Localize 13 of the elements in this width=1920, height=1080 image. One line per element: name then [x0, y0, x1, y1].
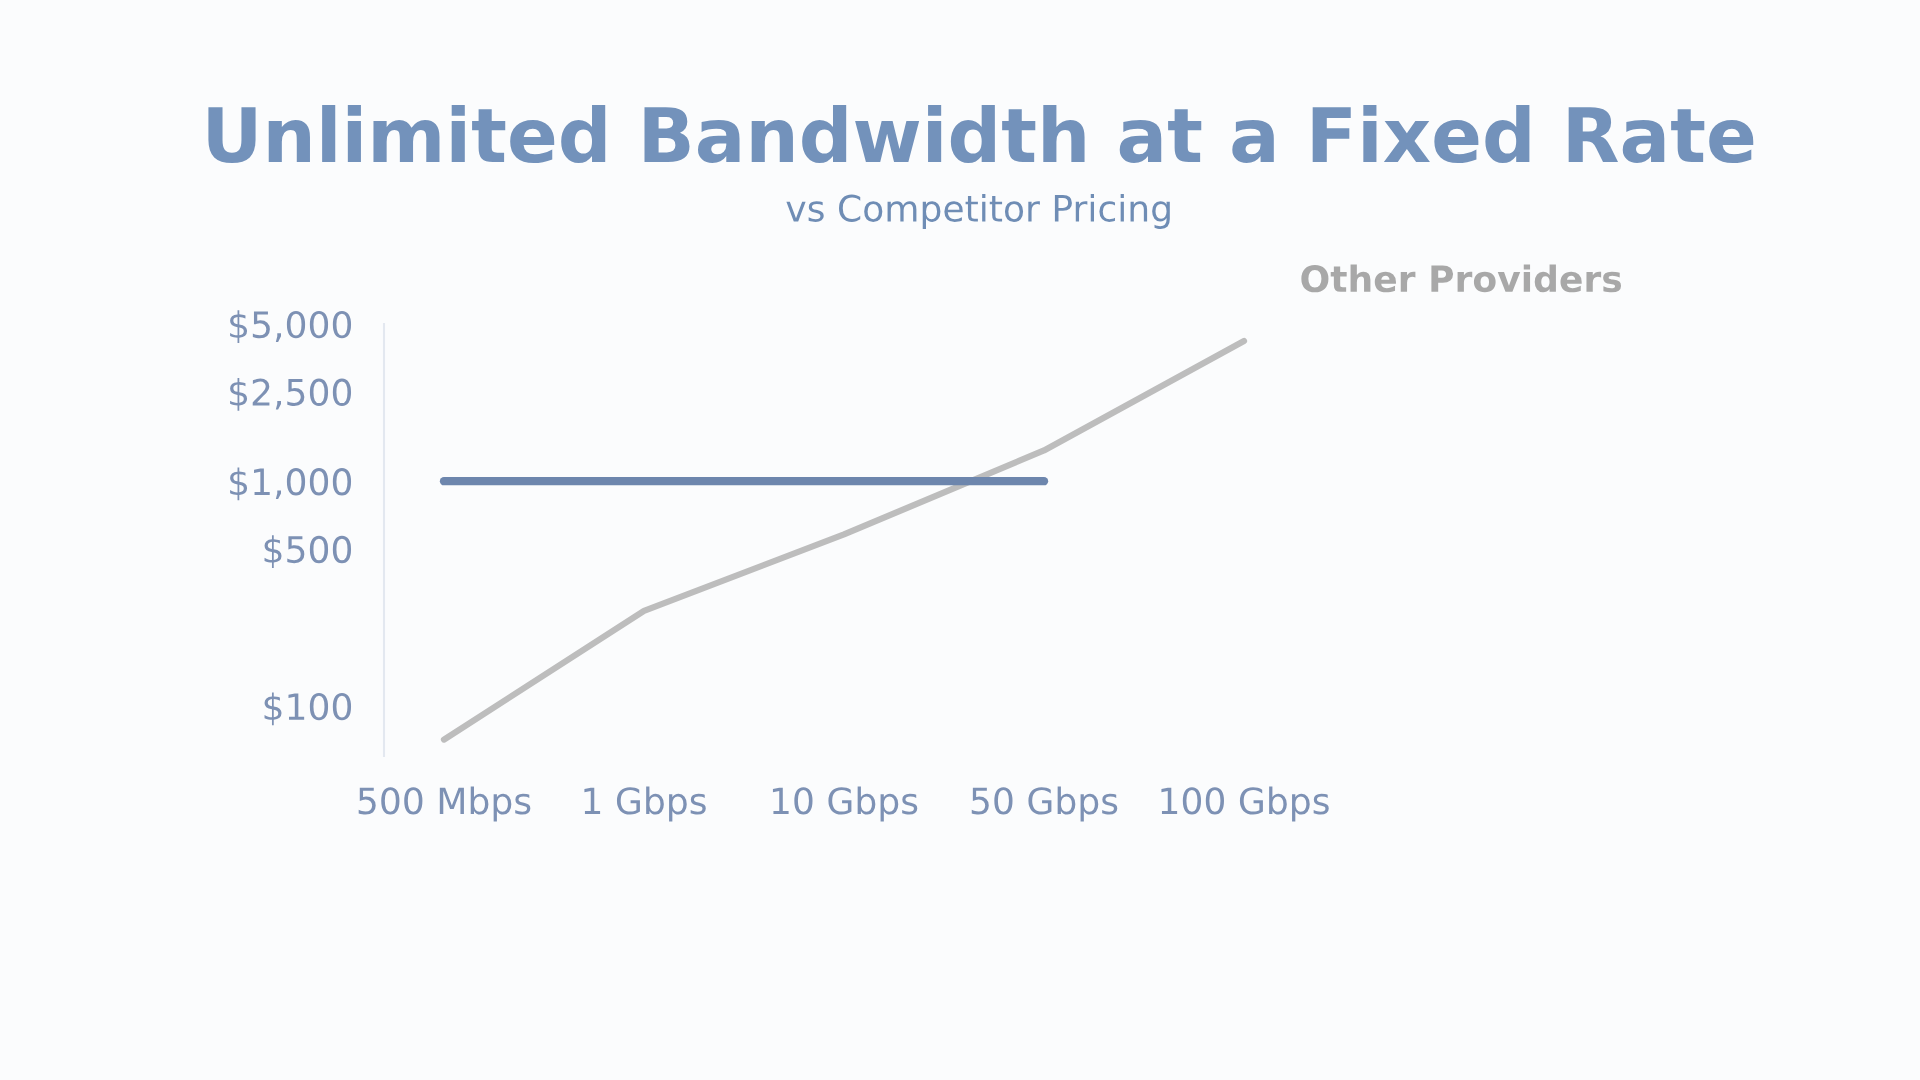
x-tick-label: 100 Gbps	[1161, 786, 1329, 822]
y-tick-label: $2,500	[230, 377, 352, 411]
chart-title: Unlimited Bandwidth at a Fixed Rate	[208, 105, 1754, 164]
x-tick-label: 10 Gbps	[772, 786, 918, 822]
x-tick-label: 50 Gbps	[971, 786, 1118, 822]
y-tick-label: $1,000	[230, 467, 352, 501]
y-tick-label: $100	[264, 692, 352, 726]
y-tick-label: $5,000	[230, 310, 352, 344]
text: Other Providers	[1301, 264, 1622, 293]
x-tick-label: 500 Mbps	[358, 786, 531, 822]
x-tick-label: 1 Gbps	[584, 786, 706, 822]
y-tick-label: $500	[264, 535, 352, 568]
chart-subtitle: vs Competitor Pricing	[786, 193, 1170, 229]
